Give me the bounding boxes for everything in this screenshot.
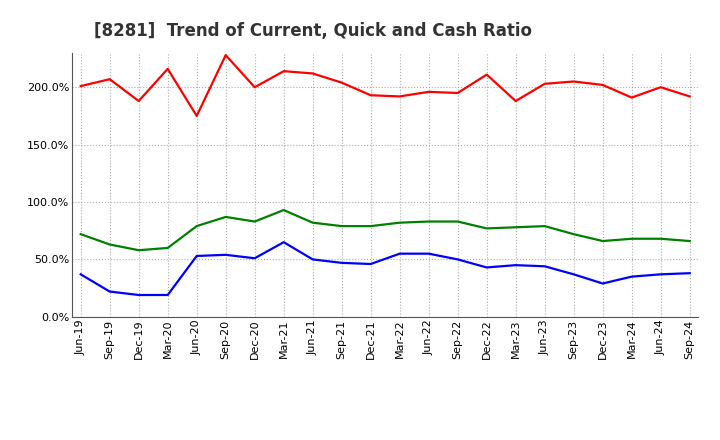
Quick Ratio <box>657 236 665 242</box>
Current Ratio <box>76 84 85 89</box>
Quick Ratio <box>424 219 433 224</box>
Current Ratio <box>221 52 230 58</box>
Quick Ratio <box>338 224 346 229</box>
Current Ratio <box>366 93 375 98</box>
Line: Quick Ratio: Quick Ratio <box>81 210 690 250</box>
Cash Ratio <box>627 274 636 279</box>
Cash Ratio <box>135 292 143 297</box>
Current Ratio <box>570 79 578 84</box>
Current Ratio <box>541 81 549 86</box>
Text: [8281]  Trend of Current, Quick and Cash Ratio: [8281] Trend of Current, Quick and Cash … <box>94 22 531 40</box>
Quick Ratio <box>627 236 636 242</box>
Cash Ratio <box>221 252 230 257</box>
Current Ratio <box>192 113 201 118</box>
Cash Ratio <box>424 251 433 257</box>
Cash Ratio <box>685 271 694 276</box>
Current Ratio <box>135 99 143 104</box>
Current Ratio <box>454 90 462 95</box>
Current Ratio <box>482 72 491 77</box>
Quick Ratio <box>308 220 317 225</box>
Quick Ratio <box>76 231 85 237</box>
Quick Ratio <box>395 220 404 225</box>
Quick Ratio <box>279 207 288 213</box>
Current Ratio <box>657 84 665 90</box>
Cash Ratio <box>76 271 85 277</box>
Quick Ratio <box>511 225 520 230</box>
Cash Ratio <box>163 292 172 297</box>
Cash Ratio <box>541 264 549 269</box>
Line: Cash Ratio: Cash Ratio <box>81 242 690 295</box>
Quick Ratio <box>163 245 172 250</box>
Quick Ratio <box>482 226 491 231</box>
Cash Ratio <box>454 257 462 262</box>
Current Ratio <box>511 99 520 104</box>
Current Ratio <box>685 94 694 99</box>
Quick Ratio <box>454 219 462 224</box>
Quick Ratio <box>366 224 375 229</box>
Current Ratio <box>598 82 607 88</box>
Cash Ratio <box>395 251 404 257</box>
Cash Ratio <box>279 239 288 245</box>
Current Ratio <box>163 66 172 72</box>
Quick Ratio <box>192 224 201 229</box>
Current Ratio <box>395 94 404 99</box>
Current Ratio <box>627 95 636 100</box>
Cash Ratio <box>338 260 346 265</box>
Cash Ratio <box>511 263 520 268</box>
Cash Ratio <box>105 289 114 294</box>
Cash Ratio <box>366 261 375 267</box>
Current Ratio <box>105 77 114 82</box>
Current Ratio <box>279 69 288 74</box>
Quick Ratio <box>541 224 549 229</box>
Current Ratio <box>251 84 259 90</box>
Quick Ratio <box>105 242 114 247</box>
Quick Ratio <box>251 219 259 224</box>
Quick Ratio <box>685 238 694 244</box>
Current Ratio <box>338 80 346 85</box>
Quick Ratio <box>135 248 143 253</box>
Cash Ratio <box>570 271 578 277</box>
Cash Ratio <box>308 257 317 262</box>
Cash Ratio <box>598 281 607 286</box>
Quick Ratio <box>598 238 607 244</box>
Cash Ratio <box>482 265 491 270</box>
Quick Ratio <box>570 231 578 237</box>
Quick Ratio <box>221 214 230 220</box>
Cash Ratio <box>657 271 665 277</box>
Current Ratio <box>308 71 317 76</box>
Current Ratio <box>424 89 433 95</box>
Cash Ratio <box>251 256 259 261</box>
Cash Ratio <box>192 253 201 259</box>
Line: Current Ratio: Current Ratio <box>81 55 690 116</box>
